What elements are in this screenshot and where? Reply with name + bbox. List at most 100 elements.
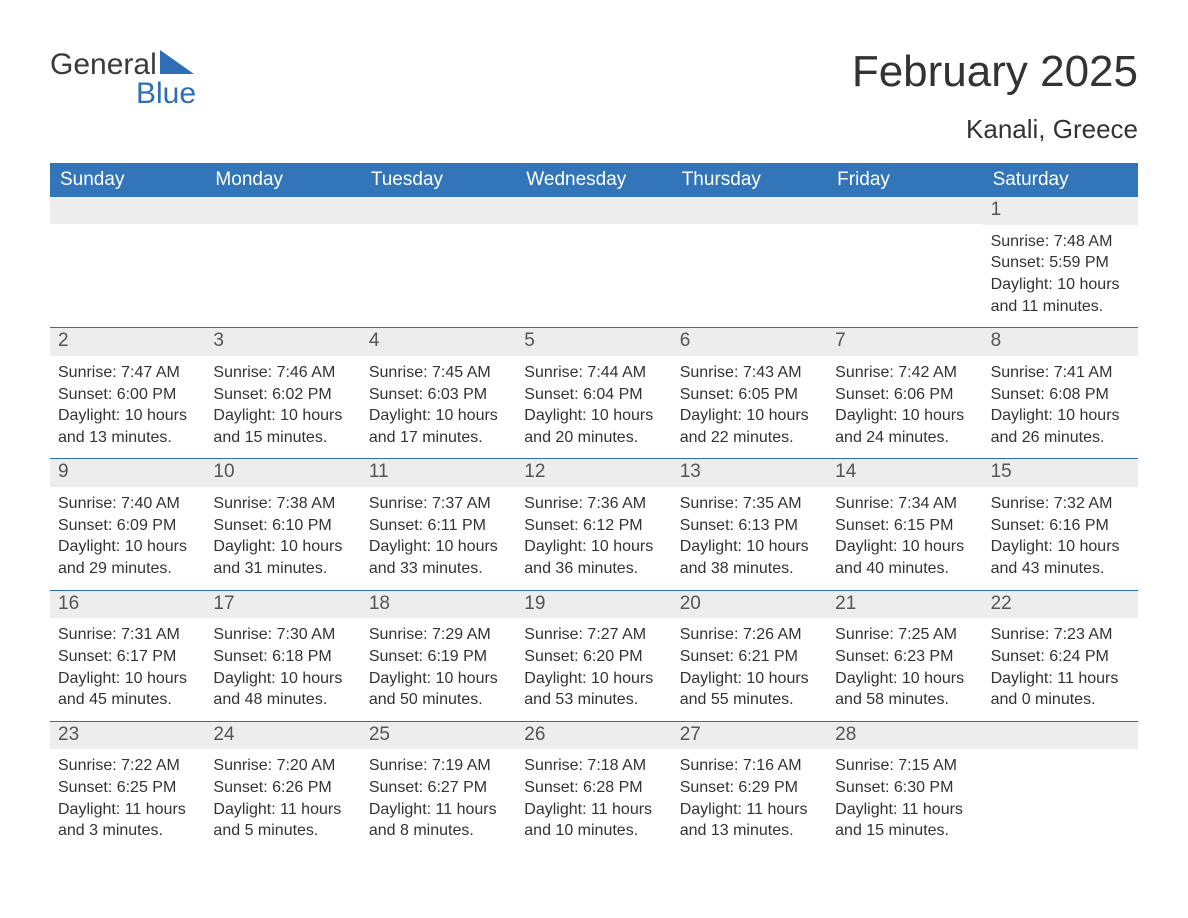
daylight-text: Daylight: 10 hours and 29 minutes. <box>58 536 197 579</box>
day-cell: 26Sunrise: 7:18 AMSunset: 6:28 PMDayligh… <box>516 722 671 852</box>
day-number <box>827 197 982 224</box>
sunrise-text: Sunrise: 7:46 AM <box>213 362 352 384</box>
day-number <box>516 197 671 224</box>
day-cell <box>516 197 671 327</box>
daylight-text: Daylight: 10 hours and 17 minutes. <box>369 405 508 448</box>
sunset-text: Sunset: 6:13 PM <box>680 515 819 537</box>
dow-monday: Monday <box>205 163 360 197</box>
daylight-text: Daylight: 10 hours and 33 minutes. <box>369 536 508 579</box>
dow-saturday: Saturday <box>983 163 1138 197</box>
day-cell: 3Sunrise: 7:46 AMSunset: 6:02 PMDaylight… <box>205 328 360 458</box>
day-content: Sunrise: 7:29 AMSunset: 6:19 PMDaylight:… <box>361 618 516 720</box>
day-content: Sunrise: 7:46 AMSunset: 6:02 PMDaylight:… <box>205 356 360 458</box>
day-cell: 14Sunrise: 7:34 AMSunset: 6:15 PMDayligh… <box>827 459 982 589</box>
sunrise-text: Sunrise: 7:48 AM <box>991 231 1130 253</box>
daylight-text: Daylight: 10 hours and 26 minutes. <box>991 405 1130 448</box>
day-number: 19 <box>516 591 671 619</box>
daylight-text: Daylight: 10 hours and 50 minutes. <box>369 668 508 711</box>
day-number <box>983 722 1138 749</box>
day-cell: 16Sunrise: 7:31 AMSunset: 6:17 PMDayligh… <box>50 591 205 721</box>
daylight-text: Daylight: 11 hours and 3 minutes. <box>58 799 197 842</box>
day-content: Sunrise: 7:36 AMSunset: 6:12 PMDaylight:… <box>516 487 671 589</box>
day-number: 8 <box>983 328 1138 356</box>
day-content: Sunrise: 7:37 AMSunset: 6:11 PMDaylight:… <box>361 487 516 589</box>
header-row: General Blue February 2025 Kanali, Greec… <box>50 50 1138 145</box>
day-content: Sunrise: 7:19 AMSunset: 6:27 PMDaylight:… <box>361 749 516 851</box>
day-cell: 2Sunrise: 7:47 AMSunset: 6:00 PMDaylight… <box>50 328 205 458</box>
sunrise-text: Sunrise: 7:31 AM <box>58 624 197 646</box>
day-number <box>672 197 827 224</box>
day-content: Sunrise: 7:48 AMSunset: 5:59 PMDaylight:… <box>983 225 1138 327</box>
day-cell <box>50 197 205 327</box>
sunset-text: Sunset: 6:05 PM <box>680 384 819 406</box>
day-content: Sunrise: 7:30 AMSunset: 6:18 PMDaylight:… <box>205 618 360 720</box>
day-cell: 13Sunrise: 7:35 AMSunset: 6:13 PMDayligh… <box>672 459 827 589</box>
month-title: February 2025 <box>852 50 1138 94</box>
sunrise-text: Sunrise: 7:45 AM <box>369 362 508 384</box>
sunrise-text: Sunrise: 7:41 AM <box>991 362 1130 384</box>
sunrise-text: Sunrise: 7:37 AM <box>369 493 508 515</box>
daylight-text: Daylight: 10 hours and 45 minutes. <box>58 668 197 711</box>
day-content: Sunrise: 7:20 AMSunset: 6:26 PMDaylight:… <box>205 749 360 851</box>
day-content: Sunrise: 7:31 AMSunset: 6:17 PMDaylight:… <box>50 618 205 720</box>
day-cell: 4Sunrise: 7:45 AMSunset: 6:03 PMDaylight… <box>361 328 516 458</box>
sunrise-text: Sunrise: 7:44 AM <box>524 362 663 384</box>
daylight-text: Daylight: 11 hours and 10 minutes. <box>524 799 663 842</box>
day-number: 27 <box>672 722 827 750</box>
day-content: Sunrise: 7:18 AMSunset: 6:28 PMDaylight:… <box>516 749 671 851</box>
sunrise-text: Sunrise: 7:40 AM <box>58 493 197 515</box>
weeks-container: 1Sunrise: 7:48 AMSunset: 5:59 PMDaylight… <box>50 197 1138 852</box>
sunrise-text: Sunrise: 7:42 AM <box>835 362 974 384</box>
day-cell: 10Sunrise: 7:38 AMSunset: 6:10 PMDayligh… <box>205 459 360 589</box>
sunrise-text: Sunrise: 7:47 AM <box>58 362 197 384</box>
sunset-text: Sunset: 6:28 PM <box>524 777 663 799</box>
sunset-text: Sunset: 6:04 PM <box>524 384 663 406</box>
calendar-grid: Sunday Monday Tuesday Wednesday Thursday… <box>50 163 1138 852</box>
day-content: Sunrise: 7:16 AMSunset: 6:29 PMDaylight:… <box>672 749 827 851</box>
sunrise-text: Sunrise: 7:30 AM <box>213 624 352 646</box>
logo-word-blue: Blue <box>136 80 196 107</box>
sunset-text: Sunset: 6:11 PM <box>369 515 508 537</box>
sunset-text: Sunset: 6:25 PM <box>58 777 197 799</box>
day-number: 21 <box>827 591 982 619</box>
day-number: 18 <box>361 591 516 619</box>
daylight-text: Daylight: 10 hours and 20 minutes. <box>524 405 663 448</box>
daylight-text: Daylight: 10 hours and 53 minutes. <box>524 668 663 711</box>
calendar-page: General Blue February 2025 Kanali, Greec… <box>0 0 1188 882</box>
daylight-text: Daylight: 10 hours and 55 minutes. <box>680 668 819 711</box>
sunset-text: Sunset: 6:27 PM <box>369 777 508 799</box>
sunrise-text: Sunrise: 7:29 AM <box>369 624 508 646</box>
sunset-text: Sunset: 6:00 PM <box>58 384 197 406</box>
day-number: 3 <box>205 328 360 356</box>
sunset-text: Sunset: 6:12 PM <box>524 515 663 537</box>
week-row: 2Sunrise: 7:47 AMSunset: 6:00 PMDaylight… <box>50 327 1138 458</box>
day-cell <box>983 722 1138 852</box>
day-number: 1 <box>983 197 1138 225</box>
day-cell: 23Sunrise: 7:22 AMSunset: 6:25 PMDayligh… <box>50 722 205 852</box>
day-number: 22 <box>983 591 1138 619</box>
day-number: 11 <box>361 459 516 487</box>
day-cell: 12Sunrise: 7:36 AMSunset: 6:12 PMDayligh… <box>516 459 671 589</box>
day-content: Sunrise: 7:26 AMSunset: 6:21 PMDaylight:… <box>672 618 827 720</box>
week-row: 16Sunrise: 7:31 AMSunset: 6:17 PMDayligh… <box>50 590 1138 721</box>
daylight-text: Daylight: 10 hours and 11 minutes. <box>991 274 1130 317</box>
day-content: Sunrise: 7:42 AMSunset: 6:06 PMDaylight:… <box>827 356 982 458</box>
sunrise-text: Sunrise: 7:15 AM <box>835 755 974 777</box>
daylight-text: Daylight: 10 hours and 13 minutes. <box>58 405 197 448</box>
logo-word-general: General <box>50 50 157 80</box>
day-of-week-header: Sunday Monday Tuesday Wednesday Thursday… <box>50 163 1138 197</box>
day-content: Sunrise: 7:44 AMSunset: 6:04 PMDaylight:… <box>516 356 671 458</box>
day-number: 16 <box>50 591 205 619</box>
day-content: Sunrise: 7:35 AMSunset: 6:13 PMDaylight:… <box>672 487 827 589</box>
sunrise-text: Sunrise: 7:34 AM <box>835 493 974 515</box>
day-content: Sunrise: 7:23 AMSunset: 6:24 PMDaylight:… <box>983 618 1138 720</box>
sunset-text: Sunset: 6:20 PM <box>524 646 663 668</box>
sunrise-text: Sunrise: 7:16 AM <box>680 755 819 777</box>
day-cell: 28Sunrise: 7:15 AMSunset: 6:30 PMDayligh… <box>827 722 982 852</box>
day-cell: 6Sunrise: 7:43 AMSunset: 6:05 PMDaylight… <box>672 328 827 458</box>
sunset-text: Sunset: 6:16 PM <box>991 515 1130 537</box>
sunrise-text: Sunrise: 7:22 AM <box>58 755 197 777</box>
sunset-text: Sunset: 6:08 PM <box>991 384 1130 406</box>
sunrise-text: Sunrise: 7:26 AM <box>680 624 819 646</box>
day-cell: 7Sunrise: 7:42 AMSunset: 6:06 PMDaylight… <box>827 328 982 458</box>
